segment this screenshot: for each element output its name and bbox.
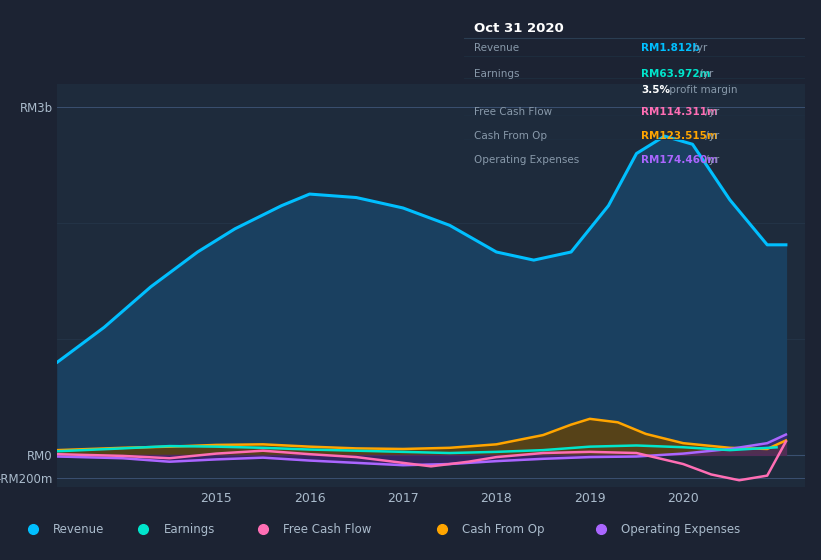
Text: Free Cash Flow: Free Cash Flow	[474, 107, 553, 117]
Text: RM174.460m: RM174.460m	[641, 155, 718, 165]
Text: RM114.311m: RM114.311m	[641, 107, 718, 117]
Text: Cash From Op: Cash From Op	[474, 131, 547, 141]
Text: RM1.812b: RM1.812b	[641, 43, 700, 53]
Text: Operating Expenses: Operating Expenses	[474, 155, 580, 165]
Text: Earnings: Earnings	[474, 69, 520, 78]
Text: 3.5%: 3.5%	[641, 85, 670, 95]
Text: /yr: /yr	[696, 69, 713, 78]
Text: profit margin: profit margin	[666, 85, 737, 95]
Text: RM63.972m: RM63.972m	[641, 69, 710, 78]
Text: /yr: /yr	[702, 155, 720, 165]
Text: /yr: /yr	[702, 131, 720, 141]
Text: /yr: /yr	[702, 107, 720, 117]
Text: Revenue: Revenue	[474, 43, 519, 53]
Text: Oct 31 2020: Oct 31 2020	[474, 22, 564, 35]
Text: /yr: /yr	[690, 43, 708, 53]
Text: Operating Expenses: Operating Expenses	[621, 523, 741, 536]
Text: Earnings: Earnings	[163, 523, 215, 536]
Text: Revenue: Revenue	[53, 523, 105, 536]
Text: Free Cash Flow: Free Cash Flow	[283, 523, 372, 536]
Text: Cash From Op: Cash From Op	[462, 523, 544, 536]
Text: RM123.515m: RM123.515m	[641, 131, 718, 141]
